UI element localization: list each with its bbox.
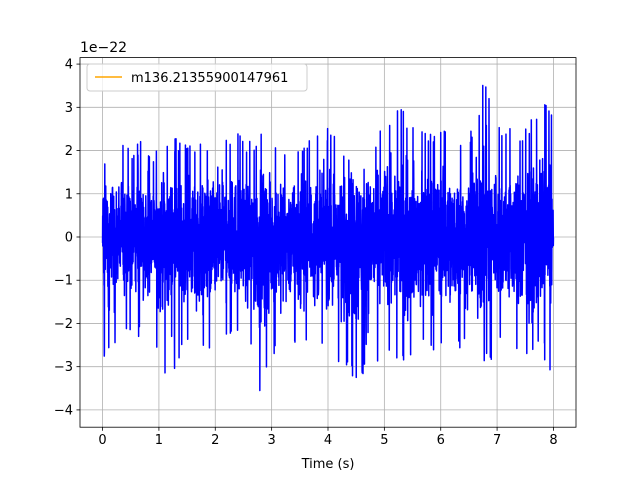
x-tick-label: 8 (549, 433, 557, 448)
x-tick-label: 2 (211, 433, 219, 448)
x-tick-label: 4 (324, 433, 332, 448)
y-tick-label: 3 (65, 101, 73, 116)
y-tick-label: −4 (54, 403, 73, 418)
y-axis: −4 −3 −2 −1 0 1 2 3 4 (54, 58, 80, 418)
x-tick-label: 7 (493, 433, 501, 448)
y-tick-label: −1 (54, 274, 73, 289)
y-tick-label: 4 (65, 58, 73, 73)
y-tick-label: 1 (65, 187, 73, 202)
legend-label: m136.21355900147961 (131, 71, 288, 86)
y-tick-label: 2 (65, 144, 73, 159)
x-tick-label: 0 (98, 433, 106, 448)
x-tick-label: 6 (437, 433, 445, 448)
x-axis-label: Time (s) (301, 457, 355, 472)
legend-box (86, 63, 308, 92)
series-layer (101, 84, 555, 392)
strain-series-line (101, 84, 555, 392)
y-tick-label: −2 (54, 317, 73, 332)
x-tick-label: 5 (380, 433, 388, 448)
y-tick-label: −3 (54, 360, 73, 375)
y-offset-label: 1e−22 (80, 40, 127, 56)
x-axis: 0 1 2 3 4 5 6 7 8 (98, 427, 558, 448)
y-tick-label: 0 (65, 230, 73, 245)
x-tick-label: 1 (155, 433, 163, 448)
x-tick-label: 3 (267, 433, 275, 448)
legend: m136.21355900147961 (86, 63, 308, 92)
